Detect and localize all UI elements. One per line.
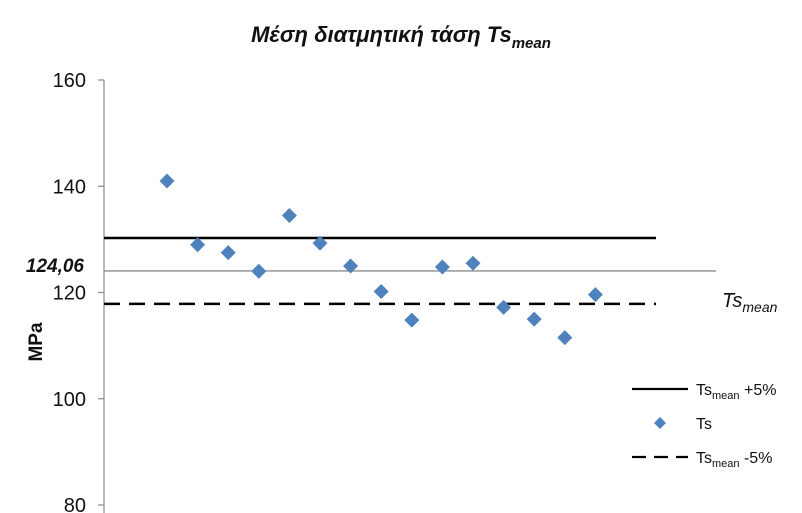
chart-title-subscript: mean (512, 35, 551, 52)
mean-annotation-subscript: mean (742, 299, 777, 315)
legend-entry-subscript: mean (712, 458, 740, 470)
legend-diamond-swatch (654, 417, 666, 429)
y-tick-label: 140 (53, 176, 86, 198)
ts-data-point (190, 237, 206, 253)
chart-title-main: Μέση διατμητική τάση Ts (251, 22, 512, 47)
legend-entry-label: Ts (696, 416, 712, 433)
ts-data-point (557, 330, 573, 346)
chart-title: Μέση διατμητική τάση Tsmean (251, 22, 551, 52)
data-points (159, 173, 603, 346)
legend-entry-suffix: +5% (740, 382, 777, 399)
mean-value-label: 124,06 (26, 256, 85, 277)
ts-data-point (526, 311, 542, 327)
legend-entry-prefix: Ts (696, 450, 712, 467)
y-tick-label: 160 (53, 70, 86, 92)
legend-entry-subscript: mean (712, 390, 740, 402)
legend-entry-prefix: Ts (696, 382, 712, 399)
y-axis: 80 100 120 140 160 (53, 70, 105, 513)
legend-entry-label: Tsmean -5% (696, 450, 772, 470)
y-tick-label: 120 (53, 283, 86, 305)
y-tick-label: 100 (53, 389, 86, 411)
ts-data-point (251, 263, 267, 279)
legend-entry-suffix: -5% (740, 450, 773, 467)
mean-annotation-main: Ts (722, 290, 742, 312)
ts-data-point (496, 299, 512, 315)
ts-data-point (404, 312, 420, 328)
ts-data-point (587, 287, 603, 303)
legend-entry-label: Tsmean +5% (696, 382, 776, 402)
legend-entry-prefix: Ts (696, 416, 712, 433)
y-tick-label: 80 (64, 495, 86, 513)
ts-data-point (281, 207, 297, 223)
ts-data-point (465, 255, 481, 271)
ts-data-point (373, 283, 389, 299)
mean-annotation: Tsmean (722, 290, 778, 315)
ts-data-point (343, 258, 359, 274)
reference-lines (104, 236, 716, 306)
y-axis-label: MPa (26, 322, 47, 362)
ts-data-point (312, 235, 328, 251)
ts-data-point (159, 173, 175, 189)
ts-data-point (434, 259, 450, 275)
ts-data-point (220, 245, 236, 261)
